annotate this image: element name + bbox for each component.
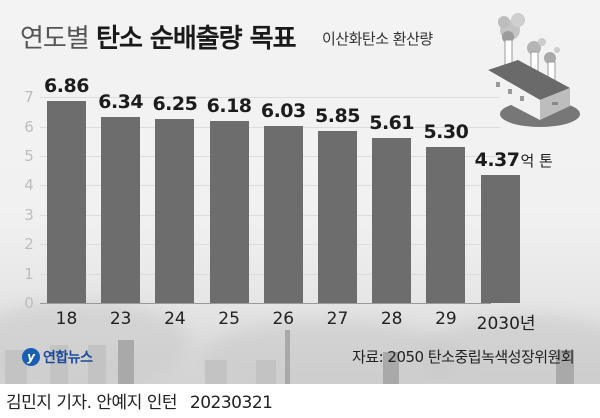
chimney-decoration (383, 352, 399, 384)
x-tick-label: 27 (326, 309, 349, 329)
chimney-decoration (285, 330, 290, 384)
chimney-decoration (205, 360, 227, 384)
bar (263, 125, 303, 303)
yonhap-logo: y 연합뉴스 (22, 347, 93, 367)
bar (101, 116, 141, 303)
bar-value-label: 6.86 (44, 75, 89, 98)
bar-value-label: 5.30 (423, 121, 469, 144)
factory-icon (488, 13, 580, 127)
chimney-decoration (50, 345, 68, 384)
bar-value-label: 6.18 (206, 95, 252, 118)
bar-value-label: 4.37억 톤 (474, 148, 553, 171)
gridline (40, 97, 500, 98)
chimney-decoration (88, 345, 106, 384)
x-axis-line (40, 303, 491, 304)
bar-value-label: 5.61 (369, 112, 415, 135)
y-tick: 5 (24, 147, 34, 165)
bar (209, 121, 249, 303)
y-tick: 6 (24, 118, 34, 136)
x-tick-label: 23 (109, 309, 132, 329)
source-note: 자료: 2050 탄소중립녹색성장위원회 (352, 348, 575, 366)
x-tick-label: 29 (435, 309, 457, 329)
bar-value-label: 6.03 (260, 99, 306, 122)
bar-value-label: 6.25 (152, 93, 198, 116)
infographic-canvas: 연도별 탄소 순배출량 목표 이산화탄소 환산량 0 1 2 3 4 5 6 7 (0, 0, 600, 384)
yonhap-logo-icon: y (22, 348, 40, 366)
author-credit: 김민지 기자. 안예지 인턴 (6, 393, 178, 413)
x-tick-label: 18 (55, 309, 78, 329)
title-light: 연도별 (20, 24, 90, 54)
bar (480, 174, 520, 303)
title-bold: 탄소 순배출량 목표 (96, 24, 296, 54)
x-tick-label: 28 (380, 309, 403, 329)
unit-label: 억 톤 (520, 151, 553, 170)
x-tick-label: 25 (218, 309, 240, 329)
y-tick: 3 (24, 206, 34, 224)
chimney-decoration (256, 360, 276, 384)
chart-subtitle: 이산화탄소 환산량 (322, 30, 433, 48)
logo-text: 연합뉴스 (43, 350, 93, 366)
x-tick-label: 26 (272, 309, 295, 329)
bar (318, 131, 357, 303)
y-tick: 2 (24, 235, 34, 253)
y-tick: 0 (24, 294, 34, 312)
x-tick-label: 2030년 (476, 314, 536, 334)
y-tick: 1 (24, 265, 34, 283)
chimney-decoration (5, 350, 27, 384)
y-tick: 7 (24, 88, 34, 106)
y-tick: 4 (24, 176, 34, 194)
x-tick-label: 24 (164, 309, 186, 329)
credit-line: 김민지 기자. 안예지 인턴 20230321 (6, 388, 273, 413)
chart-title: 연도별 탄소 순배출량 목표 (20, 18, 297, 55)
bar (372, 138, 412, 303)
bar (155, 119, 195, 303)
bar-value-label: 6.34 (98, 90, 144, 113)
bar (47, 101, 86, 303)
bar (426, 147, 466, 303)
bar-value-label: 5.85 (315, 105, 360, 127)
chimney-decoration (118, 340, 134, 384)
publish-date: 20230321 (189, 393, 273, 413)
smoke-decoration (200, 320, 460, 384)
chimney-decoration (556, 350, 574, 384)
